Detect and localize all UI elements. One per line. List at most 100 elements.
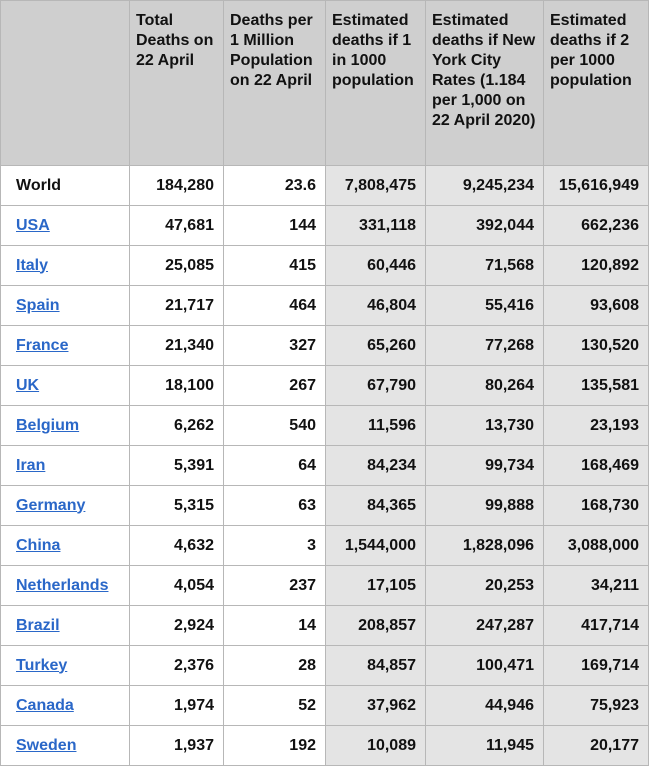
cell-est-1-in-1000: 331,118	[325, 205, 426, 246]
cell-deaths-per-million: 540	[223, 405, 326, 446]
cell-est-1-in-1000: 11,596	[325, 405, 426, 446]
cell-est-2-per-1000: 169,714	[543, 645, 649, 686]
table-row: France 21,340 327 65,260 77,268 130,520	[0, 325, 649, 366]
table-row: Belgium 6,262 540 11,596 13,730 23,193	[0, 405, 649, 446]
table-row: Iran 5,391 64 84,234 99,734 168,469	[0, 445, 649, 486]
country-link[interactable]: USA	[16, 216, 50, 234]
cell-est-nyc-rate: 99,734	[425, 445, 544, 486]
cell-deaths-per-million: 267	[223, 365, 326, 406]
table-header: Total Deaths on 22 April Deaths per 1 Mi…	[0, 0, 649, 166]
cell-est-nyc-rate: 80,264	[425, 365, 544, 406]
cell-deaths-per-million: 14	[223, 605, 326, 646]
cell-est-1-in-1000: 67,790	[325, 365, 426, 406]
cell-deaths-per-million: 327	[223, 325, 326, 366]
header-est-nyc-rate: Estimated deaths if New York City Rates …	[425, 0, 544, 166]
country-link[interactable]: UK	[16, 376, 40, 394]
cell-country: Sweden	[0, 725, 130, 766]
country-label: World	[16, 176, 62, 194]
cell-est-1-in-1000: 17,105	[325, 565, 426, 606]
cell-est-2-per-1000: 662,236	[543, 205, 649, 246]
cell-total-deaths: 5,391	[129, 445, 224, 486]
cell-est-nyc-rate: 247,287	[425, 605, 544, 646]
cell-total-deaths: 21,717	[129, 285, 224, 326]
cell-total-deaths: 21,340	[129, 325, 224, 366]
cell-est-2-per-1000: 417,714	[543, 605, 649, 646]
cell-deaths-per-million: 64	[223, 445, 326, 486]
cell-est-2-per-1000: 34,211	[543, 565, 649, 606]
country-link[interactable]: Germany	[16, 496, 86, 514]
cell-country: Iran	[0, 445, 130, 486]
table-body: World 184,280 23.6 7,808,475 9,245,234 15,616…	[0, 165, 649, 766]
header-est-1-in-1000: Estimated deaths if 1 in 1000 population	[325, 0, 426, 166]
table-row: USA 47,681 144 331,118 392,044 662,236	[0, 205, 649, 246]
country-link[interactable]: Iran	[16, 456, 46, 474]
cell-est-1-in-1000: 46,804	[325, 285, 426, 326]
cell-est-1-in-1000: 10,089	[325, 725, 426, 766]
cell-country: Spain	[0, 285, 130, 326]
country-link[interactable]: Italy	[16, 256, 49, 274]
cell-country: UK	[0, 365, 130, 406]
cell-est-1-in-1000: 60,446	[325, 245, 426, 286]
cell-deaths-per-million: 144	[223, 205, 326, 246]
country-link[interactable]: France	[16, 336, 69, 354]
country-link[interactable]: Turkey	[16, 656, 68, 674]
cell-country: Belgium	[0, 405, 130, 446]
cell-country: Turkey	[0, 645, 130, 686]
cell-total-deaths: 4,054	[129, 565, 224, 606]
cell-total-deaths: 6,262	[129, 405, 224, 446]
cell-country: Brazil	[0, 605, 130, 646]
cell-est-1-in-1000: 84,857	[325, 645, 426, 686]
cell-est-2-per-1000: 23,193	[543, 405, 649, 446]
cell-est-2-per-1000: 75,923	[543, 685, 649, 726]
cell-deaths-per-million: 192	[223, 725, 326, 766]
header-est-2-per-1000: Estimated deaths if 2 per 1000 populatio…	[543, 0, 649, 166]
cell-country: Italy	[0, 245, 130, 286]
table-row: Canada 1,974 52 37,962 44,946 75,923	[0, 685, 649, 726]
country-link[interactable]: Belgium	[16, 416, 80, 434]
cell-deaths-per-million: 464	[223, 285, 326, 326]
header-corner	[0, 0, 130, 166]
table-row: World 184,280 23.6 7,808,475 9,245,234 15,616…	[0, 165, 649, 206]
table-row: Spain 21,717 464 46,804 55,416 93,608	[0, 285, 649, 326]
country-link[interactable]: Canada	[16, 696, 74, 714]
table-row: China 4,632 3 1,544,000 1,828,096 3,088,000	[0, 525, 649, 566]
cell-total-deaths: 184,280	[129, 165, 224, 206]
cell-est-1-in-1000: 1,544,000	[325, 525, 426, 566]
cell-country: USA	[0, 205, 130, 246]
header-row: Total Deaths on 22 April Deaths per 1 Mi…	[0, 0, 649, 166]
cell-est-nyc-rate: 13,730	[425, 405, 544, 446]
cell-deaths-per-million: 28	[223, 645, 326, 686]
cell-est-2-per-1000: 120,892	[543, 245, 649, 286]
table-row: Turkey 2,376 28 84,857 100,471 169,714	[0, 645, 649, 686]
cell-deaths-per-million: 415	[223, 245, 326, 286]
cell-deaths-per-million: 237	[223, 565, 326, 606]
cell-est-2-per-1000: 168,469	[543, 445, 649, 486]
table-row: Brazil 2,924 14 208,857 247,287 417,714	[0, 605, 649, 646]
cell-total-deaths: 1,974	[129, 685, 224, 726]
table-row: Germany 5,315 63 84,365 99,888 168,730	[0, 485, 649, 526]
cell-total-deaths: 4,632	[129, 525, 224, 566]
cell-total-deaths: 1,937	[129, 725, 224, 766]
cell-est-2-per-1000: 168,730	[543, 485, 649, 526]
country-link[interactable]: Netherlands	[16, 576, 109, 594]
country-link[interactable]: Spain	[16, 296, 60, 314]
table-row: UK 18,100 267 67,790 80,264 135,581	[0, 365, 649, 406]
cell-est-1-in-1000: 37,962	[325, 685, 426, 726]
country-link[interactable]: China	[16, 536, 61, 554]
cell-est-1-in-1000: 65,260	[325, 325, 426, 366]
country-link[interactable]: Brazil	[16, 616, 60, 634]
cell-est-1-in-1000: 84,234	[325, 445, 426, 486]
cell-country: France	[0, 325, 130, 366]
cell-est-nyc-rate: 44,946	[425, 685, 544, 726]
cell-country: World	[0, 165, 130, 206]
cell-est-2-per-1000: 3,088,000	[543, 525, 649, 566]
header-total-deaths: Total Deaths on 22 April	[129, 0, 224, 166]
cell-est-nyc-rate: 392,044	[425, 205, 544, 246]
cell-est-1-in-1000: 7,808,475	[325, 165, 426, 206]
cell-total-deaths: 5,315	[129, 485, 224, 526]
cell-total-deaths: 2,376	[129, 645, 224, 686]
cell-est-nyc-rate: 1,828,096	[425, 525, 544, 566]
table-row: Sweden 1,937 192 10,089 11,945 20,177	[0, 725, 649, 766]
country-link[interactable]: Sweden	[16, 736, 77, 754]
